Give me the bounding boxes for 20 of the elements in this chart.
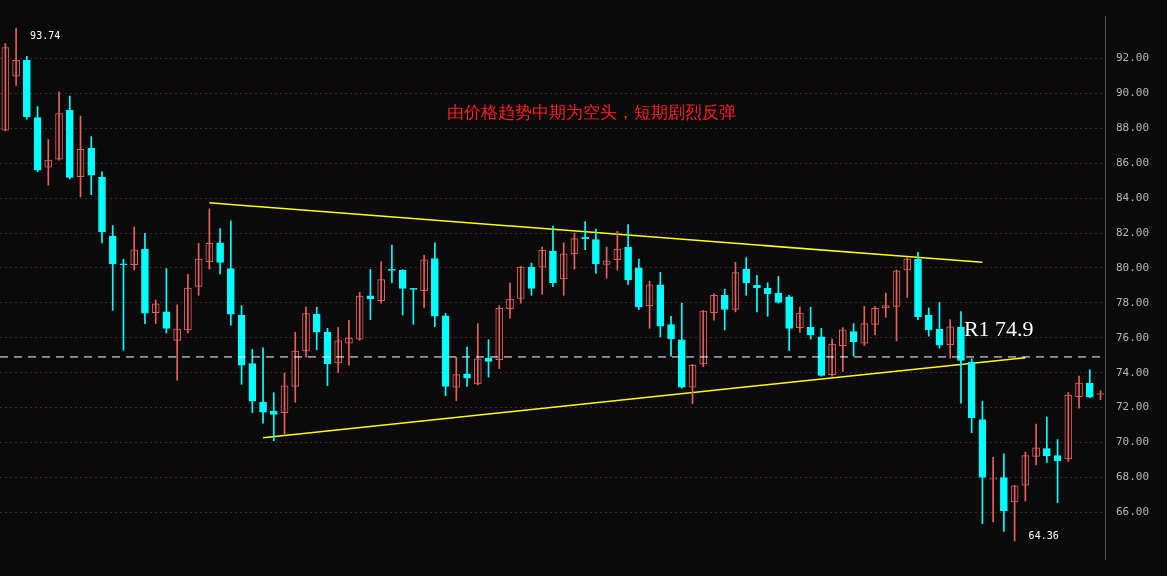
y-tick-label: 86.00: [1115, 156, 1150, 170]
annotation: 64.36: [1028, 530, 1059, 542]
y-tick-label: 88.00: [1115, 121, 1150, 135]
y-tick-label: 70.00: [1115, 435, 1150, 449]
y-tick-label: 92.00: [1115, 51, 1150, 65]
annotation: 93.74: [30, 29, 61, 41]
y-tick-label: 68.00: [1115, 470, 1150, 484]
y-tick-label: 66.00: [1115, 505, 1150, 519]
ref-line-label: R1 74.9: [963, 315, 1034, 341]
candlestick: [581, 221, 589, 251]
candlestick: [989, 456, 997, 523]
y-tick-label: 82.00: [1115, 225, 1150, 239]
y-tick-label: 90.00: [1115, 86, 1150, 100]
y-tick-label: 80.00: [1115, 260, 1150, 274]
text: 由价格趋势中期为空头，短期剧烈反弹: [447, 102, 737, 123]
y-tick-label: 76.00: [1115, 330, 1150, 344]
y-tick-label: 78.00: [1115, 295, 1150, 309]
y-tick-label: 84.00: [1115, 190, 1150, 204]
y-tick-label: 72.00: [1115, 400, 1150, 414]
y-tick-label: 74.00: [1115, 365, 1150, 379]
